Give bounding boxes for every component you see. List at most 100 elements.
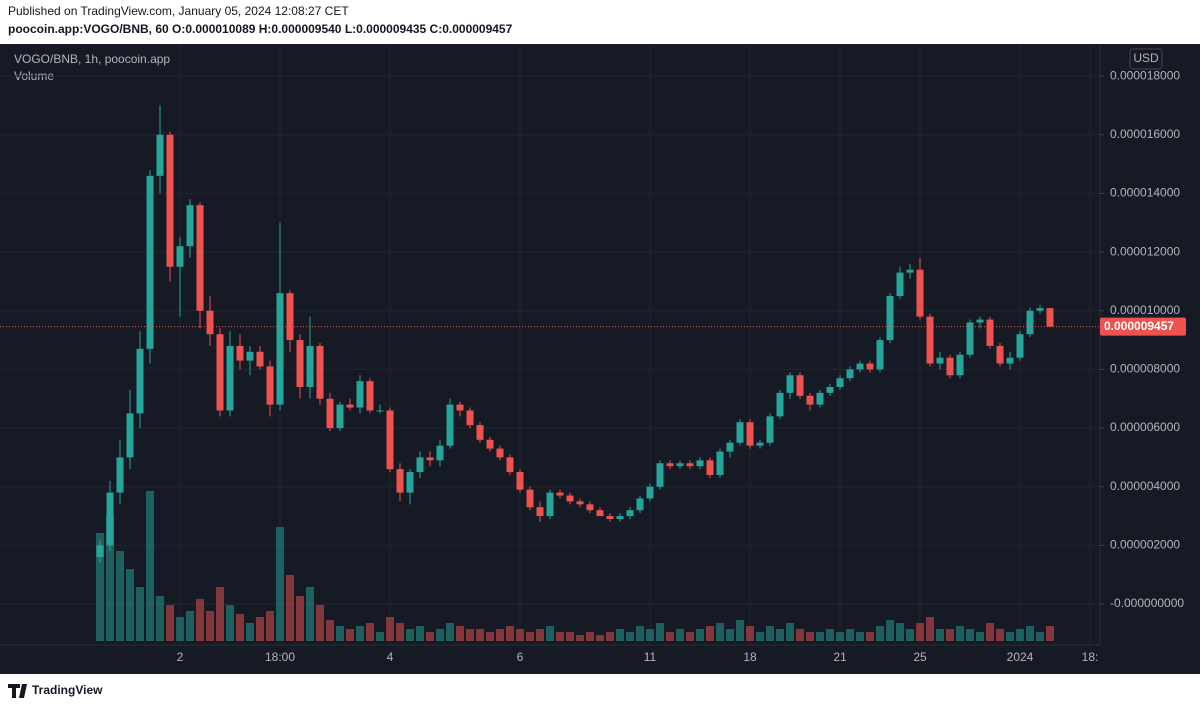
candle-body: [476, 425, 484, 440]
volume-bar: [926, 617, 934, 641]
candle-body: [106, 492, 114, 546]
volume-bar: [546, 626, 554, 641]
candle-body: [306, 345, 314, 388]
volume-bar: [256, 617, 264, 641]
volume-bar: [166, 605, 174, 641]
candle-body: [776, 392, 784, 417]
candle-body: [466, 410, 474, 426]
volume-bar: [796, 629, 804, 641]
volume-bar: [936, 629, 944, 641]
volume-bar: [366, 623, 374, 641]
volume-bar: [836, 632, 844, 641]
volume-bar: [476, 629, 484, 641]
x-tick-label: 18:00: [265, 650, 295, 664]
volume-bar: [1036, 632, 1044, 641]
candle-body: [896, 272, 904, 297]
volume-bar: [676, 629, 684, 641]
candle-body: [936, 357, 944, 364]
published-text: Published on TradingView.com, January 05…: [8, 4, 349, 18]
volume-bar: [306, 587, 314, 641]
candle-body: [266, 366, 274, 405]
y-tick-label: 0.000004000: [1110, 479, 1180, 493]
candle-body: [696, 460, 704, 467]
volume-bar: [356, 626, 364, 641]
candle-body: [336, 404, 344, 429]
volume-bar: [426, 632, 434, 641]
volume-bar: [986, 623, 994, 641]
volume-bar: [736, 620, 744, 641]
candle-body: [256, 351, 264, 367]
candle-body: [376, 410, 384, 412]
candle-body: [536, 507, 544, 517]
candle-body: [436, 445, 444, 461]
volume-bar: [616, 629, 624, 641]
volume-bar: [296, 596, 304, 641]
candle-body: [426, 457, 434, 461]
candle-body: [416, 457, 424, 473]
volume-bar: [416, 626, 424, 641]
volume-bar: [506, 626, 514, 641]
volume-bar: [106, 515, 114, 641]
volume-bar: [126, 569, 134, 641]
candle-body: [546, 492, 554, 517]
volume-bar: [146, 491, 154, 641]
volume-bar: [196, 599, 204, 641]
volume-bar: [246, 623, 254, 641]
candle-body: [856, 363, 864, 370]
candle-body: [386, 410, 394, 470]
candle-body: [666, 463, 674, 467]
candle-body: [656, 463, 664, 487]
volume-bar: [326, 620, 334, 641]
candle-body: [636, 498, 644, 511]
volume-bar: [576, 635, 584, 641]
volume-bar: [636, 626, 644, 641]
candle-body: [506, 457, 514, 473]
header-bar: [0, 0, 1200, 44]
x-tick-label: 2: [177, 650, 184, 664]
volume-bar: [896, 623, 904, 641]
y-tick-label: -0.000000000: [1110, 596, 1184, 610]
brand: TradingView: [32, 683, 103, 697]
volume-bar: [976, 632, 984, 641]
candle-body: [236, 345, 244, 361]
volume-bar: [716, 623, 724, 641]
candle-body: [176, 246, 184, 267]
x-tick-label: 2024: [1007, 650, 1034, 664]
candle-body: [516, 472, 524, 490]
volume-bar: [176, 617, 184, 641]
volume-bar: [766, 626, 774, 641]
candle-body: [366, 381, 374, 411]
volume-bar: [786, 623, 794, 641]
volume-bar: [216, 587, 224, 641]
candle-body: [276, 293, 284, 405]
candle-body: [116, 457, 124, 493]
candle-body: [316, 345, 324, 399]
candle-body: [626, 510, 634, 517]
x-tick-label: 18: [743, 650, 757, 664]
volume-bar: [776, 629, 784, 641]
volume-bar: [206, 611, 214, 641]
currency-button[interactable]: [1129, 48, 1163, 70]
volume-bar: [1006, 632, 1014, 641]
candle-body: [846, 369, 854, 379]
logo-icon: [8, 684, 27, 698]
candle-body: [736, 422, 744, 443]
candle-body: [766, 416, 774, 443]
volume-bar: [886, 620, 894, 641]
volume-bar: [186, 611, 194, 641]
volume-bar: [486, 632, 494, 641]
candle-body: [456, 404, 464, 411]
y-tick-label: 0.000010000: [1110, 303, 1180, 317]
candle-body: [706, 460, 714, 475]
candle-body: [886, 296, 894, 341]
volume-bar: [1016, 629, 1024, 641]
volume-bar: [396, 623, 404, 641]
candle-body: [576, 501, 584, 505]
candle-body: [726, 442, 734, 452]
volume-bar: [646, 629, 654, 641]
candle-body: [756, 442, 764, 446]
candle-body: [1046, 308, 1054, 327]
candle-body: [486, 439, 494, 449]
volume-bar: [266, 611, 274, 641]
candle-body: [496, 448, 504, 458]
